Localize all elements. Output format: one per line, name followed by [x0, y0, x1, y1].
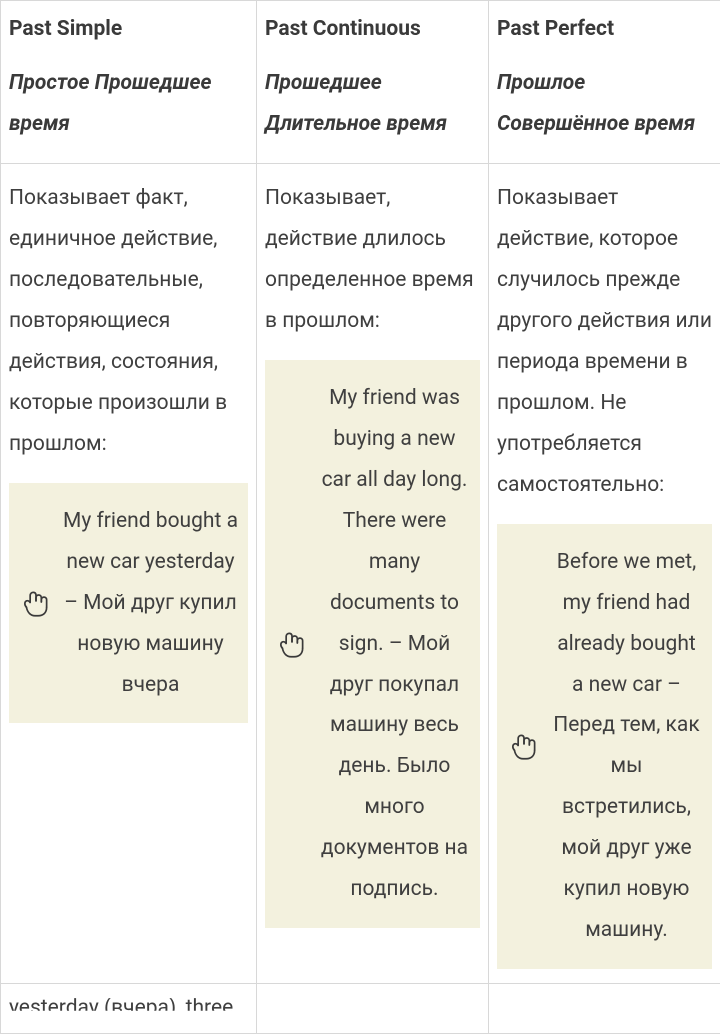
tense-title: Past Simple: [9, 15, 248, 43]
header-cell-past-perfect: Past Perfect Прошлое Совершённое время: [489, 1, 720, 164]
body-cell-past-simple: Показывает факт, единичное действие, пос…: [1, 164, 257, 984]
hand-pointer-icon: [507, 729, 541, 763]
tense-description: Показывает, действие длилось определенно…: [265, 178, 480, 342]
table-header-row: Past Simple Простое Прошедшее время Past…: [1, 1, 720, 164]
example-text: My friend bought a new car yesterday – М…: [63, 501, 238, 706]
table-cutoff-row: yesterday (вчера), three: [1, 984, 720, 1034]
tense-title: Past Perfect: [497, 15, 712, 43]
example-box: Before we met, my friend had already bou…: [497, 524, 712, 969]
cutoff-text: yesterday (вчера), three: [9, 998, 248, 1019]
cutoff-cell: yesterday (вчера), three: [1, 984, 257, 1034]
cutoff-cell: [257, 984, 489, 1034]
cutoff-cell: [489, 984, 720, 1034]
tense-title: Past Continuous: [265, 15, 480, 43]
example-text: My friend was buying a new car all day l…: [319, 378, 470, 910]
body-cell-past-continuous: Показывает, действие длилось определенно…: [257, 164, 489, 984]
body-cell-past-perfect: Показывает действие, которое случилось п…: [489, 164, 720, 984]
tense-subtitle: Прошлое Совершённое время: [497, 63, 712, 145]
tense-description: Показывает факт, единичное действие, пос…: [9, 178, 248, 465]
table-body-row: Показывает факт, единичное действие, пос…: [1, 164, 720, 984]
tense-description: Показывает действие, которое случилось п…: [497, 178, 712, 506]
hand-pointer-icon: [275, 627, 309, 661]
example-box: My friend bought a new car yesterday – М…: [9, 483, 248, 724]
header-cell-past-continuous: Past Continuous Прошедшее Длительное вре…: [257, 1, 489, 164]
example-text: Before we met, my friend had already bou…: [551, 542, 702, 951]
header-cell-past-simple: Past Simple Простое Прошедшее время: [1, 1, 257, 164]
example-box: My friend was buying a new car all day l…: [265, 360, 480, 928]
tense-subtitle: Простое Прошедшее время: [9, 63, 248, 145]
hand-pointer-icon: [19, 586, 53, 620]
tense-subtitle: Прошедшее Длительное время: [265, 63, 480, 145]
grammar-tenses-table: Past Simple Простое Прошедшее время Past…: [0, 0, 720, 1034]
